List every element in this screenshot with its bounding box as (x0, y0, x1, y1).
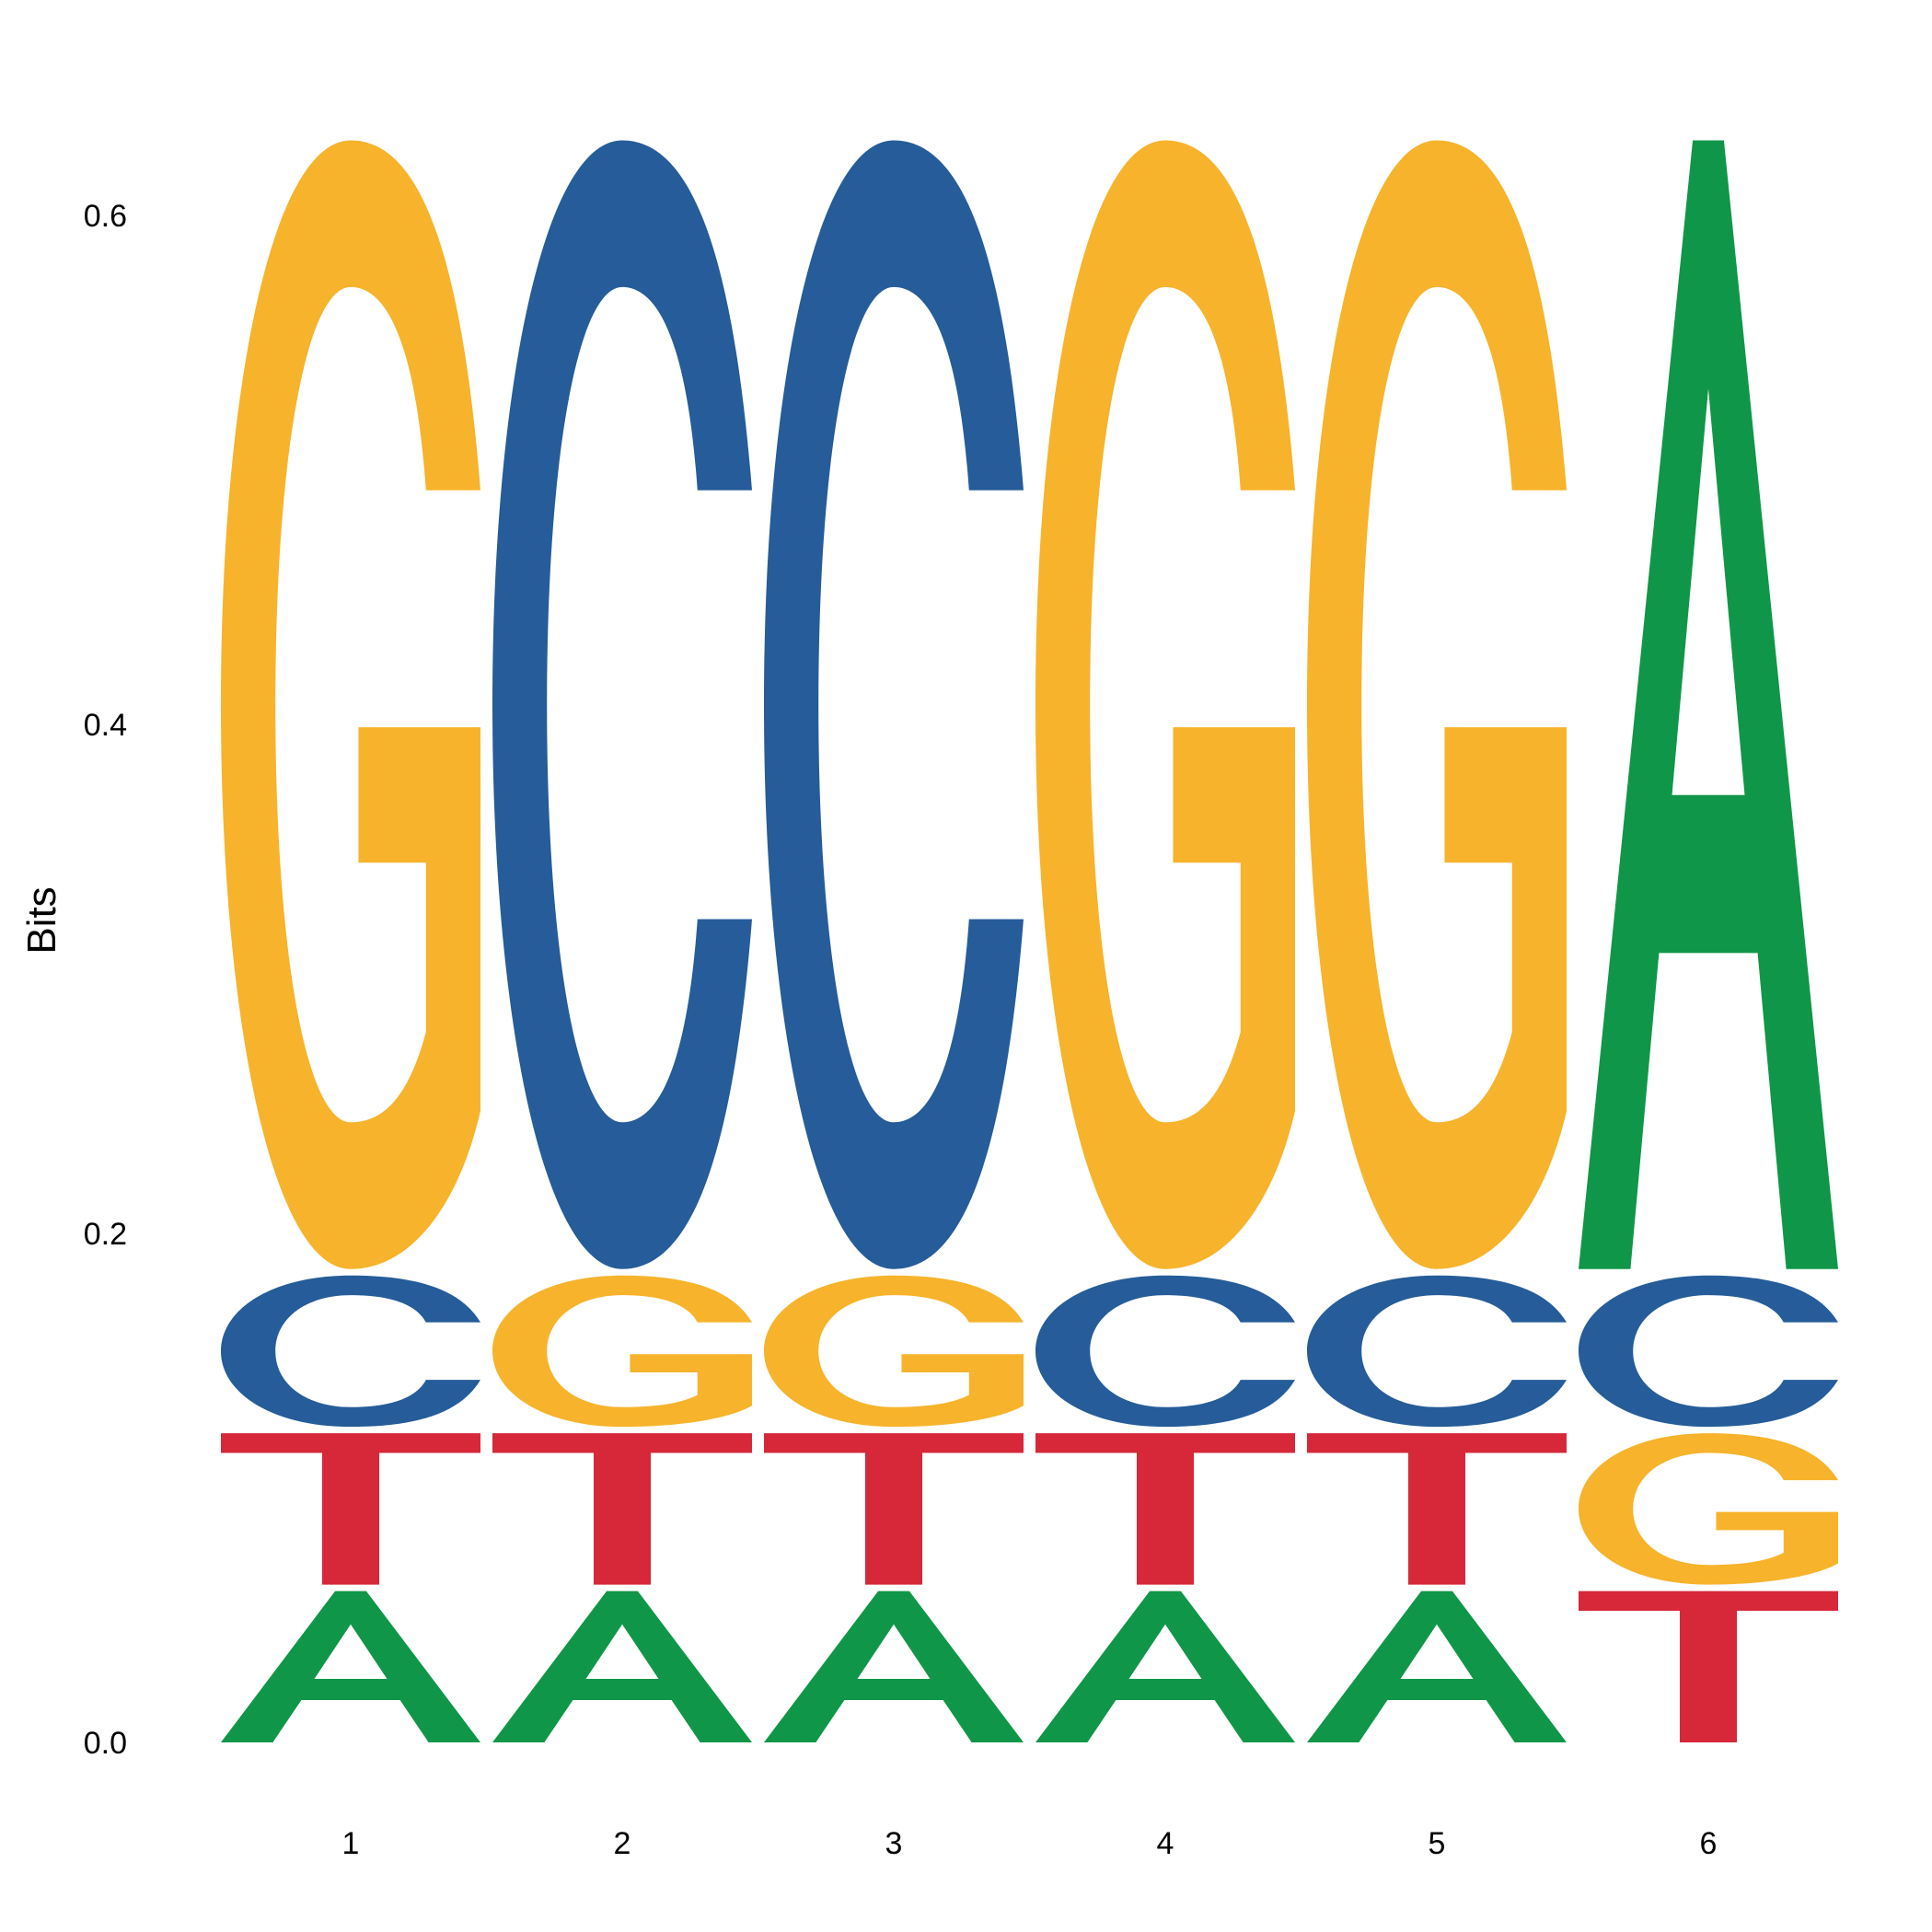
letter-a-mark (492, 1591, 752, 1742)
letter-a-mark (1579, 140, 1838, 1269)
letter-a-mark (1035, 1591, 1295, 1742)
letter-c-mark (764, 140, 1024, 1269)
y-tick-label: 0.2 (84, 1217, 127, 1252)
letter-g-mark (221, 140, 480, 1269)
letter-g-mark (1579, 1433, 1838, 1585)
letter-g-mark (764, 1275, 1024, 1428)
letter-t-mark (1579, 1591, 1838, 1742)
letter-c-mark (1035, 1275, 1295, 1428)
letter-g-mark (492, 1275, 752, 1428)
letter-a-mark (764, 1591, 1024, 1742)
y-axis: 0.0 0.2 0.4 0.6 (84, 199, 127, 1761)
y-tick-label: 0.0 (84, 1726, 127, 1761)
letter-c-mark (1579, 1275, 1838, 1428)
x-axis: 1 2 3 4 5 6 (342, 1826, 1718, 1861)
stack-position-5 (1307, 140, 1567, 1742)
stack-position-1 (221, 140, 480, 1742)
letter-t-mark (764, 1433, 1024, 1585)
letter-t-mark (492, 1433, 752, 1585)
letter-c-mark (492, 140, 752, 1269)
x-tick-label: 3 (885, 1826, 903, 1861)
x-tick-label: 4 (1157, 1826, 1174, 1861)
letter-t-mark (1035, 1433, 1295, 1585)
y-axis-label: Bits (19, 886, 64, 954)
x-tick-label: 6 (1700, 1826, 1718, 1861)
stack-position-2 (492, 140, 752, 1742)
y-tick-label: 0.4 (84, 708, 127, 743)
letter-stacks (221, 140, 1838, 1742)
x-tick-label: 1 (342, 1826, 360, 1861)
x-tick-label: 5 (1429, 1826, 1446, 1861)
letter-t-mark (1307, 1433, 1567, 1585)
letter-g-mark (1035, 140, 1295, 1269)
letter-g-mark (1307, 140, 1567, 1269)
stack-position-4 (1035, 140, 1295, 1742)
letter-a-mark (1307, 1591, 1567, 1742)
letter-c-mark (221, 1275, 480, 1428)
stack-position-6 (1579, 140, 1838, 1742)
y-tick-label: 0.6 (84, 199, 127, 234)
letter-t-mark (221, 1433, 480, 1585)
x-tick-label: 2 (614, 1826, 631, 1861)
letter-c-mark (1307, 1275, 1567, 1428)
letter-a-mark (221, 1591, 480, 1742)
stack-position-3 (764, 140, 1024, 1742)
